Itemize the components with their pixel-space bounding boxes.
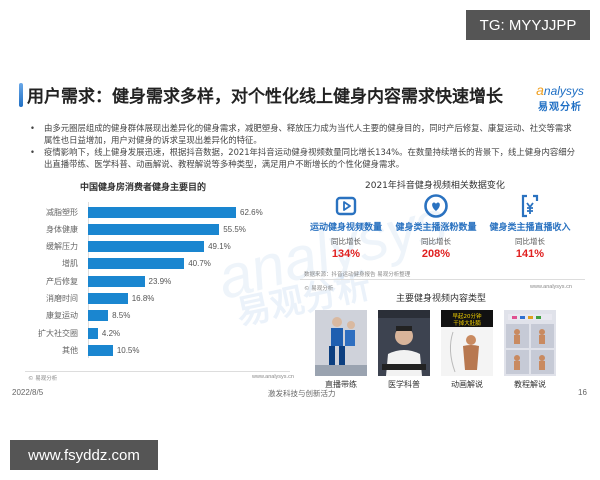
bar-value-label: 49.1% <box>208 242 231 252</box>
thumbnail-animation: 早起20分钟 干掉大肚腩 <box>441 310 493 376</box>
stat-sub: 同比增长 <box>421 237 451 246</box>
heart-icon <box>424 194 448 218</box>
bar <box>88 275 145 287</box>
bar <box>88 241 205 253</box>
bar-category-label: 减脂塑形 <box>46 207 78 217</box>
content-type-label: 直播带练 <box>325 380 357 389</box>
bottom-left-overlay-badge: www.fsyddz.com <box>10 440 158 470</box>
bar-value-label: 40.7% <box>188 259 211 269</box>
bar-value-label: 16.8% <box>131 294 155 303</box>
right-data-source: 数据来源：抖音运动健身报告 易观分析整理 <box>304 272 411 278</box>
logo-a-glyph: a <box>536 82 544 98</box>
stat-value: 141% <box>515 248 545 260</box>
bar-row: 扩大社交圈 4.2% <box>30 327 280 339</box>
left-source-divider <box>25 371 290 372</box>
stat-label: 健身类主播涨粉数量 <box>395 223 477 233</box>
play-video-icon <box>335 196 357 216</box>
thumbnail-tutorial <box>504 310 556 376</box>
bar-category-label: 缓解压力 <box>46 242 78 252</box>
bullet-item: 由多元圈层组成的健身群体展现出差异化的健身需求，减肥塑身、释放压力成为当代人主要… <box>30 122 575 146</box>
bar-value-label: 4.2% <box>101 328 121 338</box>
content-type-label: 动画解说 <box>451 380 483 389</box>
thumb-text-line1: 早起20分钟 <box>453 312 482 320</box>
bullet-item: 疫情影响下，线上健身发展迅速，根据抖音数据，2021年抖音运动健身视频数量同比增… <box>30 146 575 170</box>
bar <box>88 258 185 270</box>
bar-row: 身体健康 55.5% <box>30 223 280 235</box>
thumbnail-live-training <box>315 310 367 376</box>
left-chart-title: 中国健身房消费者健身主要目的 <box>80 183 207 193</box>
footer-slogan: 激发科技与创新活力 <box>268 389 336 398</box>
bar-row: 消磨时间 16.8% <box>30 293 280 305</box>
bar <box>88 327 98 339</box>
page-number: 16 <box>578 388 587 397</box>
bar-value-label: 23.9% <box>148 276 172 286</box>
logo-en-text: nalysys <box>543 84 584 98</box>
stat-video-count: 运动健身视频数量 同比增长 134% <box>296 193 396 260</box>
content-type-label: 医学科普 <box>388 380 420 389</box>
bar-row: 减脂塑形 62.6% <box>30 206 280 218</box>
page-title: 用户需求：健身需求多样，对个性化线上健身内容需求快速增长 <box>27 87 503 107</box>
stat-live-income: 健身类主播直播收入 同比增长 141% <box>480 193 580 260</box>
bar <box>88 206 236 218</box>
bar-value-label: 8.5% <box>112 311 131 321</box>
bar <box>88 293 128 304</box>
footer-date: 2022/8/5 <box>12 388 44 397</box>
bar-row: 产后修复 23.9% <box>30 275 280 287</box>
bar <box>88 310 109 322</box>
stat-follower-growth: 健身类主播涨粉数量 同比增长 208% <box>386 193 486 260</box>
content-types-title: 主要健身视频内容类型 <box>396 294 487 304</box>
summary-bullets: 由多元圈层组成的健身群体展现出差异化的健身需求，减肥塑身、释放压力成为当代人主要… <box>30 122 575 170</box>
stat-label: 运动健身视频数量 <box>309 223 382 233</box>
bar-category-label: 其他 <box>62 345 78 355</box>
bar-value-label: 10.5% <box>116 345 140 355</box>
bar-value-label: 62.6% <box>240 207 263 217</box>
bar <box>88 344 113 356</box>
right-copyright: © 易观分析 <box>304 286 334 292</box>
bar <box>88 223 220 235</box>
bar-row: 增肌 40.7% <box>30 258 280 270</box>
left-chart-copyright: © 易观分析 <box>28 376 58 382</box>
logo-cn-text: 易观分析 <box>538 102 582 113</box>
stat-value: 208% <box>421 248 451 260</box>
stat-sub: 同比增长 <box>331 237 361 246</box>
thumb-text-line2: 干掉大肚腩 <box>453 319 481 327</box>
content-type-label: 教程解说 <box>514 380 546 389</box>
left-chart-url: www.analysys.cn <box>252 374 294 380</box>
bar-category-label: 产后修复 <box>46 276 78 286</box>
bar-category-label: 消磨时间 <box>46 294 78 303</box>
bar-row: 缓解压力 49.1% <box>30 241 280 253</box>
right-panel-title: 2021年抖音健身视频相关数据变化 <box>365 181 505 191</box>
bar-category-label: 身体健康 <box>46 224 78 234</box>
bar-value-label: 55.5% <box>223 224 246 234</box>
bar-row: 其他 10.5% <box>30 344 280 356</box>
bar-category-label: 扩大社交圈 <box>38 328 78 338</box>
analysys-logo: analysys 易观分析 <box>525 82 595 113</box>
stat-value: 134% <box>331 248 361 260</box>
bar-category-label: 康复运动 <box>46 311 78 321</box>
right-source-divider <box>300 279 585 280</box>
stat-label: 健身类主播直播收入 <box>489 223 571 233</box>
thumbnail-medical-science <box>378 310 430 376</box>
title-accent-bar <box>19 83 23 107</box>
yuan-document-icon <box>521 194 539 218</box>
right-url: www.analysys.cn <box>530 284 572 290</box>
bar-category-label: 增肌 <box>62 259 78 269</box>
top-right-overlay-badge: TG: MYYJJPP <box>466 10 590 40</box>
stat-sub: 同比增长 <box>515 237 545 246</box>
bar-row: 康复运动 8.5% <box>30 310 280 322</box>
